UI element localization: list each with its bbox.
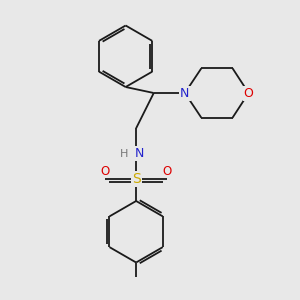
Text: O: O: [163, 164, 172, 178]
Text: S: S: [132, 172, 140, 186]
Text: N: N: [180, 86, 190, 100]
Text: O: O: [100, 164, 109, 178]
Text: O: O: [244, 86, 254, 100]
Text: H: H: [120, 149, 128, 159]
Text: N: N: [135, 147, 145, 160]
